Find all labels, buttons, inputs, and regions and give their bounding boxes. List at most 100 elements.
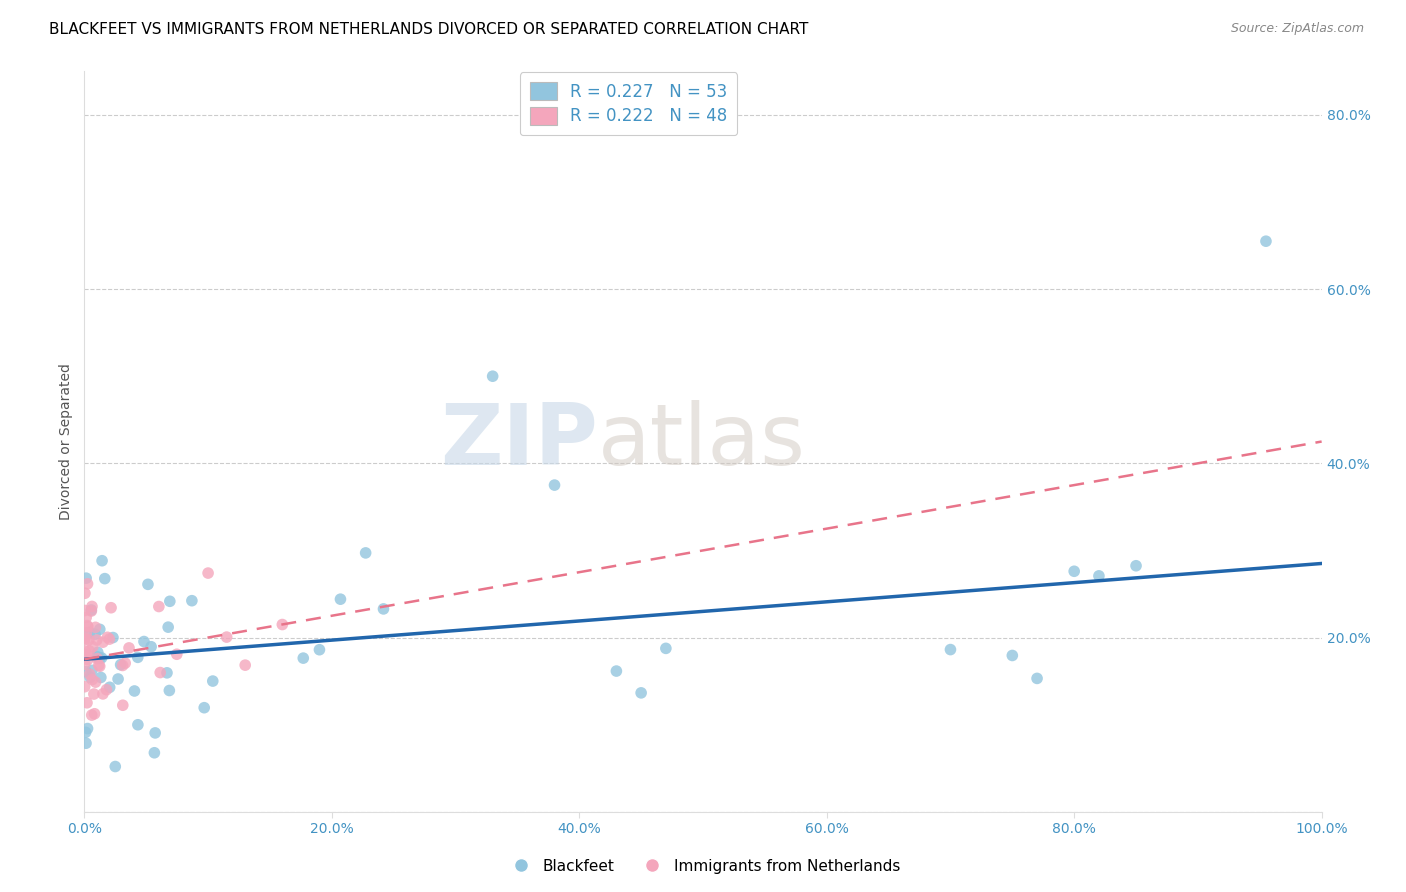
Point xyxy=(139,640,162,654)
Point xyxy=(80,663,103,677)
Point xyxy=(197,566,219,580)
Point xyxy=(354,546,377,560)
Point xyxy=(148,599,170,614)
Point xyxy=(89,659,111,673)
Point xyxy=(87,645,110,659)
Point xyxy=(308,642,330,657)
Point xyxy=(73,586,96,600)
Point xyxy=(1088,569,1111,583)
Point xyxy=(84,627,107,641)
Point xyxy=(292,651,315,665)
Point xyxy=(215,630,238,644)
Point xyxy=(1001,648,1024,663)
Point xyxy=(83,706,105,721)
Point xyxy=(75,610,97,624)
Point xyxy=(75,625,97,640)
Point xyxy=(1063,564,1085,578)
Legend: Blackfeet, Immigrants from Netherlands: Blackfeet, Immigrants from Netherlands xyxy=(499,853,907,880)
Point xyxy=(157,683,180,698)
Point xyxy=(96,682,118,697)
Point xyxy=(101,631,124,645)
Point xyxy=(201,674,224,689)
Point xyxy=(73,657,96,672)
Text: Source: ZipAtlas.com: Source: ZipAtlas.com xyxy=(1230,22,1364,36)
Point xyxy=(91,687,114,701)
Point xyxy=(84,675,107,690)
Point xyxy=(76,618,98,632)
Point xyxy=(90,670,112,684)
Point xyxy=(80,603,103,617)
Point xyxy=(76,648,98,662)
Text: ZIP: ZIP xyxy=(440,400,598,483)
Point xyxy=(96,630,118,644)
Point xyxy=(80,708,103,723)
Point xyxy=(373,602,395,616)
Point xyxy=(149,665,172,680)
Point xyxy=(76,620,98,634)
Point xyxy=(157,620,180,634)
Point xyxy=(233,658,256,673)
Point xyxy=(86,651,108,665)
Point xyxy=(79,667,101,681)
Point xyxy=(98,632,121,647)
Point xyxy=(86,632,108,647)
Point xyxy=(939,642,962,657)
Y-axis label: Divorced or Separated: Divorced or Separated xyxy=(59,363,73,520)
Point xyxy=(73,644,96,658)
Point xyxy=(73,632,96,647)
Point xyxy=(543,478,565,492)
Point xyxy=(159,594,181,608)
Point xyxy=(166,647,188,661)
Point xyxy=(655,641,678,656)
Point xyxy=(84,620,107,634)
Text: atlas: atlas xyxy=(598,400,806,483)
Point xyxy=(136,577,159,591)
Point xyxy=(100,600,122,615)
Point xyxy=(630,686,652,700)
Point xyxy=(83,687,105,701)
Point xyxy=(76,653,98,667)
Point xyxy=(76,696,98,710)
Point xyxy=(127,718,149,732)
Point xyxy=(75,571,97,585)
Point xyxy=(1026,672,1049,686)
Point xyxy=(143,726,166,740)
Point xyxy=(104,759,127,773)
Point xyxy=(75,665,97,679)
Point xyxy=(180,593,202,607)
Point xyxy=(94,572,117,586)
Point xyxy=(124,684,146,698)
Point xyxy=(107,672,129,686)
Point xyxy=(481,369,503,384)
Point xyxy=(75,725,97,739)
Point xyxy=(114,656,136,670)
Point xyxy=(80,604,103,618)
Point xyxy=(118,640,141,655)
Point xyxy=(1254,234,1277,248)
Point xyxy=(111,658,134,673)
Point xyxy=(91,635,114,649)
Point xyxy=(73,631,96,645)
Point xyxy=(73,603,96,617)
Point xyxy=(605,664,627,678)
Point xyxy=(143,746,166,760)
Point xyxy=(76,722,98,736)
Point xyxy=(82,640,104,654)
Point xyxy=(111,698,134,713)
Point xyxy=(89,623,111,637)
Point xyxy=(77,632,100,647)
Point xyxy=(87,658,110,673)
Point xyxy=(132,634,155,648)
Point xyxy=(271,617,294,632)
Point xyxy=(79,670,101,684)
Point xyxy=(86,649,108,664)
Point xyxy=(75,736,97,750)
Point xyxy=(329,592,352,607)
Text: BLACKFEET VS IMMIGRANTS FROM NETHERLANDS DIVORCED OR SEPARATED CORRELATION CHART: BLACKFEET VS IMMIGRANTS FROM NETHERLANDS… xyxy=(49,22,808,37)
Point xyxy=(110,657,132,672)
Point xyxy=(90,651,112,665)
Point xyxy=(82,673,104,687)
Point xyxy=(98,681,121,695)
Point xyxy=(127,650,149,665)
Point xyxy=(73,680,96,694)
